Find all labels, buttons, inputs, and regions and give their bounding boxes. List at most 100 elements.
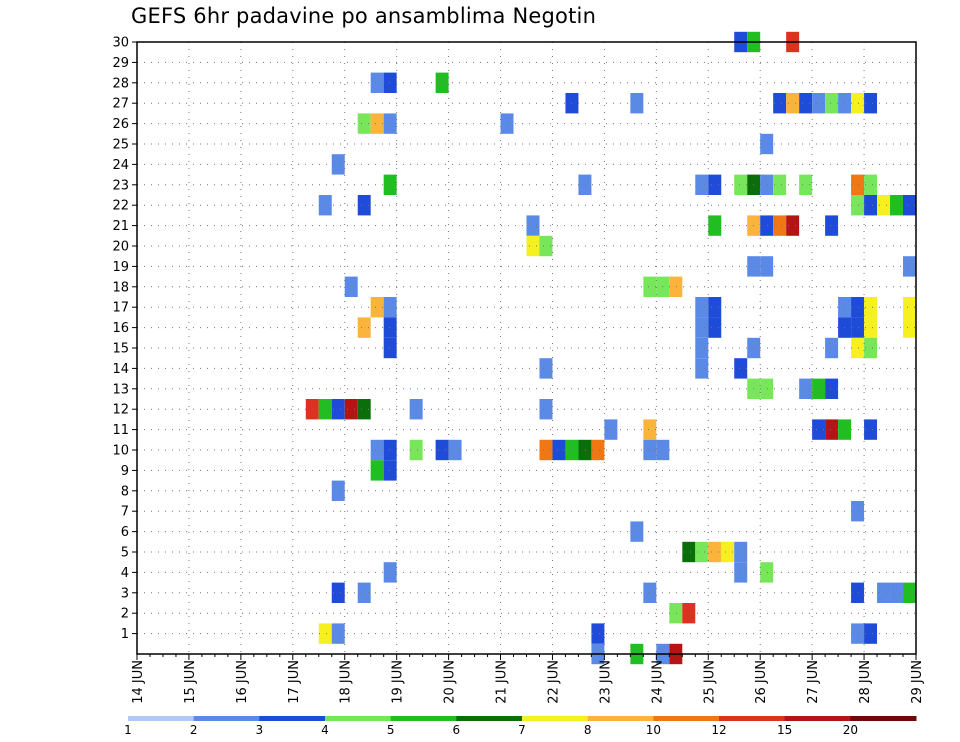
cell (435, 72, 449, 93)
cell (760, 378, 774, 399)
y-tick-label: 3 (121, 586, 129, 601)
cell (864, 195, 878, 216)
colorbar-label: 10 (646, 723, 661, 737)
x-tick-label: 25 JUN (702, 660, 717, 704)
y-tick-label: 21 (112, 219, 129, 234)
cell (383, 113, 397, 134)
cell (708, 317, 722, 338)
y-tick-label: 6 (121, 525, 129, 540)
x-tick-label: 14 JUN (131, 660, 146, 704)
cell (799, 378, 813, 399)
cell (331, 480, 345, 501)
cell (357, 317, 371, 338)
y-tick-label: 1 (121, 627, 129, 642)
cell (643, 419, 657, 440)
cell (812, 93, 826, 114)
cell (760, 133, 774, 155)
cell (695, 317, 709, 338)
cell (526, 215, 540, 236)
y-tick-label: 19 (112, 260, 129, 275)
colorbar-label: 4 (321, 723, 329, 737)
colorbar-label: 6 (453, 723, 461, 737)
cell (383, 317, 397, 338)
cell-layer (305, 31, 916, 665)
cell (877, 195, 891, 216)
cell (682, 603, 696, 624)
y-tick-label: 26 (112, 117, 129, 132)
cell (331, 623, 345, 644)
y-tick-label: 18 (112, 280, 129, 295)
cell (695, 541, 709, 563)
y-tick-label: 22 (112, 199, 129, 214)
cell (786, 215, 800, 236)
cell (773, 215, 787, 236)
cell (383, 562, 397, 583)
cell (812, 419, 826, 440)
cell (682, 541, 696, 563)
cell (526, 235, 540, 257)
x-tick-label: 27 JUN (806, 660, 821, 704)
cell (409, 439, 423, 461)
y-tick-label: 10 (112, 444, 129, 459)
cell (903, 582, 916, 603)
cell (383, 174, 397, 195)
x-tick-label: 28 JUN (858, 660, 873, 704)
cell (760, 256, 774, 277)
cell (851, 501, 865, 522)
colorbar-swatch (128, 716, 195, 721)
x-tick-label: 15 JUN (183, 660, 198, 704)
colorbar-swatch (522, 716, 589, 721)
cell (331, 582, 345, 603)
cell (708, 297, 722, 318)
y-tick-label: 24 (112, 158, 129, 173)
cell (864, 317, 878, 338)
cell (435, 439, 449, 461)
cell (708, 215, 722, 236)
colorbar-swatch (325, 716, 392, 721)
cell (864, 93, 878, 114)
cell (370, 439, 384, 461)
y-tick-label: 15 (112, 342, 129, 357)
cell (695, 358, 709, 379)
cell (448, 439, 462, 461)
y-tick-label: 13 (112, 382, 129, 397)
cell (383, 460, 397, 481)
cell (344, 276, 358, 297)
cell (643, 276, 657, 297)
y-tick-label: 4 (121, 566, 129, 581)
cell (357, 113, 371, 134)
y-tick-label: 17 (112, 301, 129, 316)
y-tick-label: 25 (112, 138, 129, 153)
cell (903, 256, 916, 277)
cell (708, 174, 722, 195)
x-tick-label: 22 JUN (546, 660, 561, 704)
colorbar-label: 15 (777, 723, 792, 737)
colorbar-label: 7 (518, 723, 526, 737)
y-tick-label: 5 (121, 546, 129, 561)
colorbar-label: 2 (190, 723, 198, 737)
cell (760, 174, 774, 195)
colorbar: 1 2 3 4 5 6 7 8 10 12 15 20 (124, 716, 917, 737)
y-tick-label: 23 (112, 178, 129, 193)
cell (864, 337, 878, 359)
cell (734, 174, 748, 195)
y-tick-label: 7 (121, 505, 129, 520)
y-tick-label: 14 (112, 362, 129, 377)
cell (370, 72, 384, 93)
cell (760, 215, 774, 236)
cell (825, 93, 839, 114)
cell (539, 399, 553, 420)
colorbar-swatch (784, 716, 851, 721)
cell (539, 235, 553, 257)
cell (630, 521, 644, 542)
cell (760, 562, 774, 583)
cell (864, 297, 878, 318)
cell (370, 113, 384, 134)
colorbar-label: 5 (387, 723, 395, 737)
colorbar-swatch (719, 716, 786, 721)
cell (903, 317, 916, 338)
x-tick-label: 16 JUN (235, 660, 250, 704)
cell (734, 541, 748, 563)
cell (773, 93, 787, 114)
cell (851, 582, 865, 603)
